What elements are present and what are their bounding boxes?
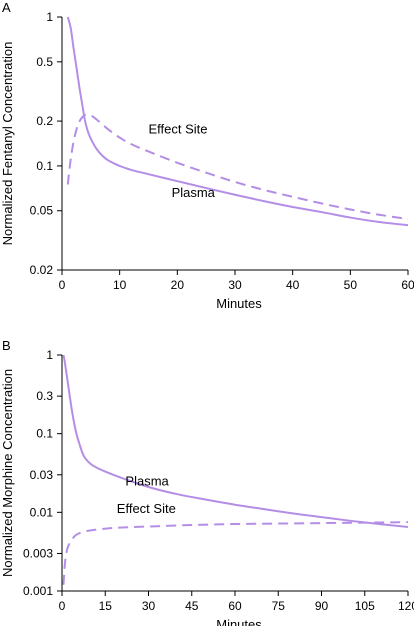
chart-panel-a: A 1 0.5 0.2 0.1 0.05 0.02 0 10 20 30 40 50 60 Minutes N… (0, 0, 414, 311)
y-tick-label: 1 (46, 10, 53, 24)
x-tick-label: 30 (228, 278, 242, 292)
x-tick-label: 20 (171, 278, 185, 292)
y-axis-label: Normalized Fentanyl Concentration (0, 42, 15, 246)
y-tick-label: 1 (46, 348, 53, 362)
series-line-plasma (66, 16, 409, 227)
annotation-effect-site: Effect Site (117, 501, 176, 516)
y-axis-label: Normalized Morphine Concentration (0, 369, 15, 577)
x-tick-label: 40 (286, 278, 300, 292)
panel-label: B (2, 338, 11, 353)
x-tick-label: 10 (113, 278, 127, 292)
x-axis-label: Minutes (216, 617, 262, 626)
y-tick-label: 0.001 (23, 584, 53, 598)
x-tick-label: 0 (59, 278, 66, 292)
y-tick-label: 0.1 (36, 159, 53, 173)
series-line-effect-site (66, 113, 409, 220)
y-tick-label: 0.03 (30, 468, 54, 482)
x-tick-label: 120 (398, 599, 414, 613)
annotation-plasma: Plasma (172, 185, 216, 200)
y-tick-label: 0.01 (30, 505, 54, 519)
annotation-plasma: Plasma (125, 473, 169, 488)
x-tick-label: 75 (272, 599, 286, 613)
x-tick-label: 60 (228, 599, 242, 613)
panel-label: A (2, 0, 11, 15)
y-tick-label: 0.003 (23, 546, 53, 560)
x-tick-label: 0 (59, 599, 66, 613)
x-tick-label: 105 (355, 599, 375, 613)
x-tick-label: 60 (401, 278, 414, 292)
chart-panel-b: B 1 0.3 0.1 0.03 0.01 0.003 0.001 0 15 30 45 60 75 90 1… (0, 338, 414, 626)
y-tick-label: 0.3 (36, 389, 53, 403)
x-tick-label: 15 (99, 599, 113, 613)
y-tick-label: 0.2 (36, 114, 53, 128)
y-tick-label: 0.1 (36, 427, 53, 441)
annotation-effect-site: Effect Site (149, 122, 208, 137)
y-tick-label: 0.5 (36, 55, 53, 69)
x-axis-label: Minutes (216, 296, 262, 311)
x-tick-label: 50 (344, 278, 358, 292)
x-tick-label: 45 (185, 599, 199, 613)
x-tick-label: 90 (315, 599, 329, 613)
x-tick-label: 30 (142, 599, 156, 613)
series-line-effect-site (62, 521, 409, 585)
series-line-plasma (62, 354, 409, 529)
y-tick-label: 0.05 (30, 204, 54, 218)
y-tick-label: 0.02 (30, 263, 54, 277)
